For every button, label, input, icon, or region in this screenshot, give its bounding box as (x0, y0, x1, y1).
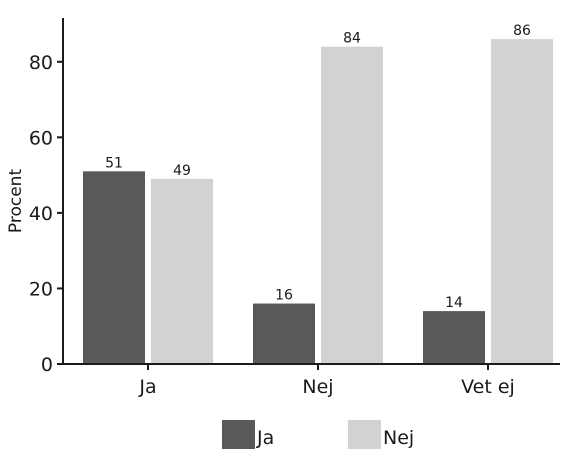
bar-value-label: 49 (173, 163, 191, 179)
bar-ja-nej (151, 178, 213, 364)
x-category-label: Nej (302, 376, 333, 398)
x-ticks-layer: Ja Nej Vet ej (138, 364, 515, 398)
bar-nej-nej (321, 46, 383, 365)
y-tick-label: 80 (29, 52, 53, 74)
bar-vet-ej-ja (423, 311, 485, 364)
bar-nej-ja (253, 303, 315, 364)
bar-vet-ej-nej (491, 39, 553, 364)
value-labels-layer: 51 49 16 84 14 86 (105, 23, 531, 311)
legend-swatch-nej (348, 420, 381, 449)
bar-value-label: 84 (343, 31, 361, 47)
y-tick-label: 60 (29, 127, 53, 149)
y-ticks-layer: 0 20 40 60 80 (29, 52, 63, 376)
legend-label-nej: Nej (383, 427, 414, 449)
bar-value-label: 51 (105, 155, 123, 171)
y-tick-label: 20 (29, 278, 53, 300)
y-axis-title: Procent (6, 169, 26, 234)
bar-value-label: 86 (513, 23, 531, 39)
bars-layer (83, 39, 553, 365)
bar-ja-ja (83, 171, 145, 364)
x-category-label: Ja (138, 376, 156, 398)
legend-label-ja: Ja (256, 427, 274, 449)
y-tick-label: 0 (41, 354, 53, 376)
bar-value-label: 14 (445, 295, 463, 311)
legend: Ja Nej (222, 420, 414, 449)
y-tick-label: 40 (29, 203, 53, 225)
x-category-label: Vet ej (461, 376, 515, 398)
legend-swatch-ja (222, 420, 255, 449)
bar-value-label: 16 (275, 288, 293, 304)
